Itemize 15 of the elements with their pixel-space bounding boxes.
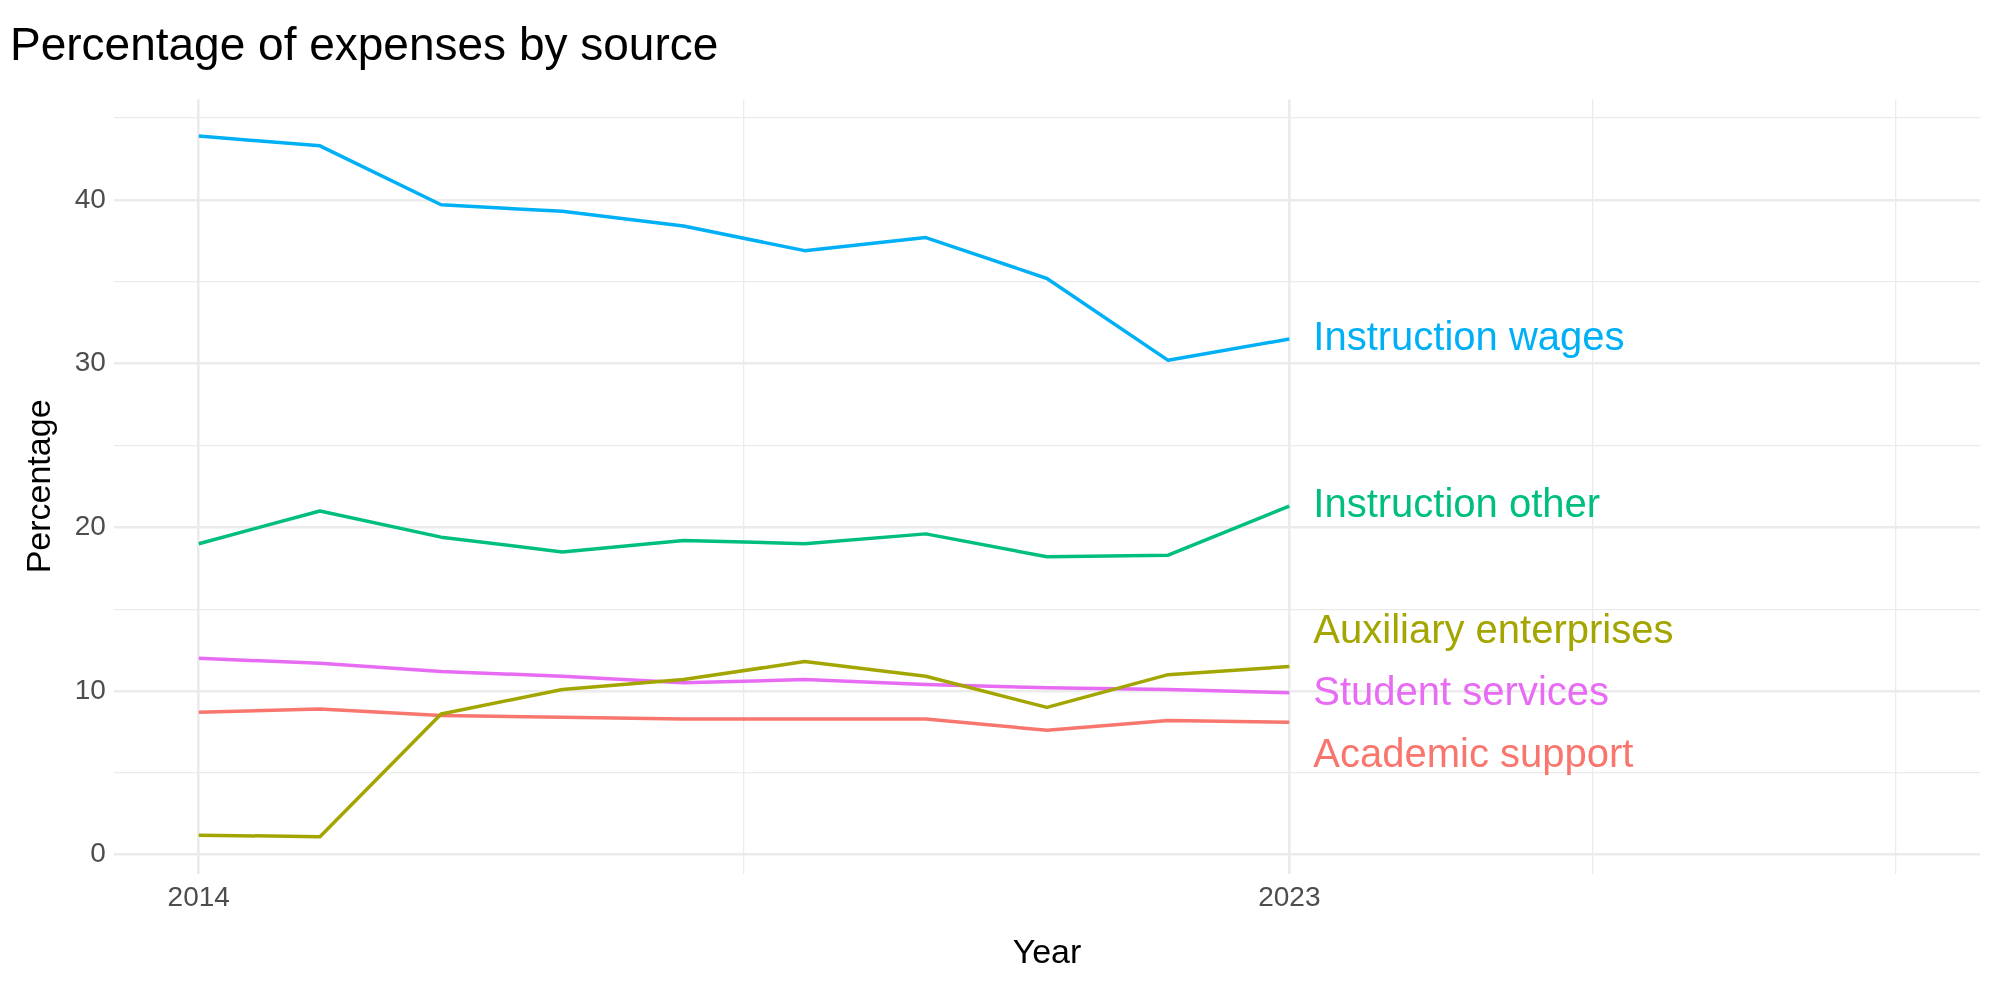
y-tick-label: 0 [90,837,106,869]
y-tick-label: 20 [74,510,106,542]
series-label: Auxiliary enterprises [1313,606,1674,651]
x-axis-title: Year [1012,931,1082,970]
y-tick-label: 10 [74,673,106,705]
y-tick-label: 40 [74,182,106,214]
y-axis-title: Percentage [18,399,57,574]
x-tick-label: 2014 [167,881,230,913]
series-label: Academic support [1313,730,1634,775]
series-label: Instruction wages [1313,314,1625,359]
chart-title: Percentage of expenses by source [10,18,719,71]
series-label: Student services [1313,668,1610,713]
series-label: Instruction other [1313,481,1601,526]
y-tick-label: 30 [74,346,106,378]
x-tick-label: 2023 [1258,881,1321,913]
